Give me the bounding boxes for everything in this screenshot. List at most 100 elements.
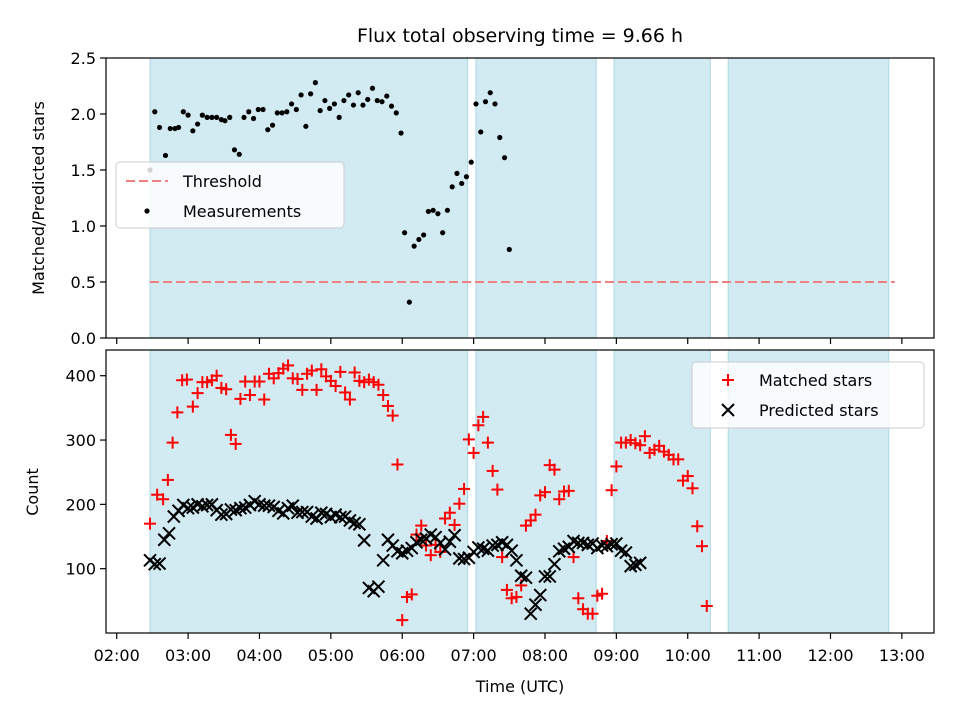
predicted-star-marker [528, 597, 543, 612]
matched-star-marker [234, 392, 247, 405]
y-tick-label: 0.5 [71, 273, 96, 292]
matched-star-marker [691, 520, 704, 533]
matched-star-marker [396, 614, 409, 627]
matched-star-marker [529, 508, 542, 521]
predicted-star-marker [295, 505, 310, 519]
measurement-point [360, 102, 366, 108]
measurement-point [199, 112, 205, 118]
matched-star-marker [180, 373, 193, 386]
matched-star-marker [510, 590, 523, 603]
measurement-point [492, 101, 498, 107]
predicted-star-marker [604, 537, 619, 551]
predicted-star-marker [233, 501, 248, 515]
matched-star-marker [686, 482, 699, 495]
matched-star-marker [243, 389, 256, 402]
measurement-point [374, 97, 380, 104]
measurement-point [506, 246, 512, 253]
matched-star-marker [481, 436, 494, 449]
predicted-star-marker [543, 569, 557, 584]
y-tick-label: 2.0 [71, 105, 96, 124]
y-tick-label: 200 [65, 495, 96, 514]
measurement-point [269, 122, 276, 128]
legend-matched-swatch [722, 374, 734, 386]
matched-star-marker [171, 406, 184, 419]
matched-star-marker [462, 433, 475, 446]
predicted-star-marker [414, 533, 428, 547]
predicted-star-marker [619, 545, 633, 560]
matched-star-markers [144, 359, 713, 627]
matched-star-marker [305, 364, 318, 377]
measurement-point [241, 114, 247, 120]
top-y-axis: 0.0 0.5 1.0 1.5 2.0 2.5 [71, 49, 106, 348]
matched-star-marker [161, 473, 174, 486]
matched-star-marker [220, 383, 233, 396]
predicted-star-marker [623, 559, 638, 573]
predicted-star-marker [376, 553, 390, 568]
y-tick-label: 1.0 [71, 217, 96, 236]
x-axis-label: Time (UTC) [475, 677, 564, 696]
measurement-point [369, 85, 376, 91]
matched-star-marker [681, 470, 694, 483]
measurement-point [402, 230, 408, 236]
predicted-star-marker [533, 588, 547, 602]
predicted-star-marker [181, 501, 195, 515]
matched-star-marker [477, 410, 490, 423]
predicted-star-marker [523, 606, 538, 621]
matched-star-marker [315, 363, 328, 376]
matched-star-marker [562, 484, 575, 497]
measurement-point [180, 109, 186, 115]
matched-star-marker [696, 540, 709, 553]
measurement-point [308, 91, 314, 97]
y-tick-label: 2.5 [71, 49, 96, 68]
legend-measurements-label: Measurements [183, 202, 301, 221]
predicted-star-marker [538, 569, 552, 584]
matched-star-marker [610, 460, 623, 473]
matched-star-marker [282, 359, 295, 372]
measurement-point [444, 207, 451, 213]
measurement-point [162, 152, 169, 159]
x-tick-label: 06:00 [379, 646, 425, 665]
matched-star-marker [291, 372, 304, 385]
measurement-point [227, 114, 233, 120]
matched-star-marker [605, 484, 618, 497]
shaded-interval [149, 349, 469, 634]
measurement-point [384, 93, 390, 99]
matched-star-marker [405, 588, 418, 601]
matched-star-marker [434, 545, 447, 558]
matched-star-marker [310, 383, 323, 396]
measurement-point [260, 106, 266, 113]
measurement-point [406, 299, 412, 305]
x-axis: 02:00 03:00 04:00 05:00 06:00 07:00 08:00 09:00… [94, 633, 925, 665]
measurement-point [487, 90, 493, 96]
predicted-star-marker [581, 538, 595, 552]
measurement-point [322, 97, 328, 104]
matched-star-marker [572, 592, 585, 605]
legend-predicted-label: Predicted stars [759, 401, 879, 420]
matched-star-marker [381, 399, 394, 412]
measurement-point [416, 236, 422, 243]
matched-star-marker [166, 436, 179, 449]
x-tick-label: 07:00 [451, 646, 497, 665]
measurement-point [231, 147, 238, 153]
predicted-star-marker [214, 507, 229, 522]
matched-star-marker [186, 400, 199, 413]
x-tick-label: 05:00 [308, 646, 354, 665]
top-legend-box [115, 161, 345, 229]
predicted-star-marker [262, 498, 276, 513]
x-tick-label: 11:00 [736, 646, 782, 665]
y-tick-label: 0.0 [71, 329, 96, 348]
matched-star-marker [391, 458, 404, 471]
measurement-point [303, 123, 309, 129]
measurement-point [331, 101, 338, 107]
matched-star-marker [348, 366, 361, 379]
x-tick-label: 03:00 [165, 646, 211, 665]
measurement-point [312, 80, 318, 86]
matched-star-marker [258, 393, 271, 406]
measurement-point [204, 114, 210, 120]
measurement-point [388, 103, 395, 109]
x-tick-label: 02:00 [94, 646, 140, 665]
predicted-star-marker [157, 533, 172, 547]
matched-star-marker [672, 453, 685, 466]
measurement-point [449, 184, 455, 190]
measurement-point [167, 125, 173, 132]
